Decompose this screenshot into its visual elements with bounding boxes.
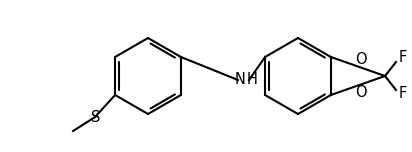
Text: H: H [247, 71, 258, 86]
Text: F: F [399, 50, 407, 66]
Text: F: F [399, 86, 407, 102]
Text: O: O [355, 85, 367, 100]
Text: N: N [235, 71, 246, 86]
Text: S: S [91, 111, 101, 126]
Text: O: O [355, 52, 367, 67]
